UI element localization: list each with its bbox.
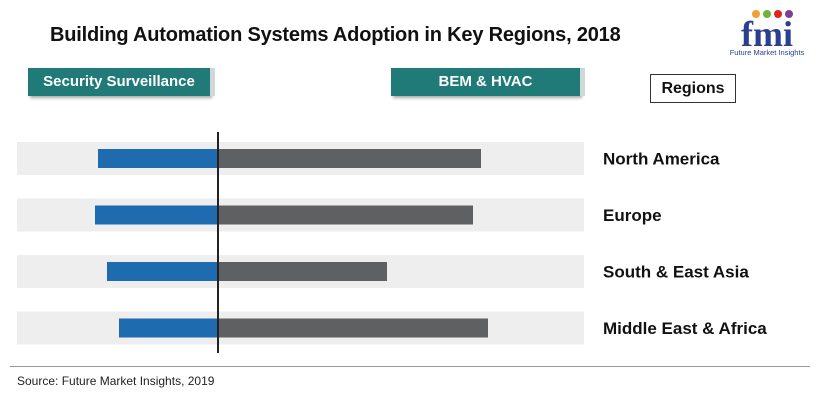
logo-text: fmi bbox=[741, 14, 793, 54]
fmi-logo: fmi bbox=[741, 10, 793, 54]
category-label: Middle East & Africa bbox=[603, 319, 767, 338]
category-label: North America bbox=[603, 150, 720, 169]
logo-dot-green bbox=[763, 10, 771, 18]
footer-divider bbox=[10, 366, 810, 367]
bar-security-surveillance bbox=[119, 318, 218, 338]
bar-bem-hvac bbox=[218, 149, 481, 168]
bar-bem-hvac bbox=[218, 318, 488, 338]
source-note: Source: Future Market Insights, 2019 bbox=[17, 374, 215, 388]
logo-dot-red bbox=[774, 10, 782, 18]
logo-dot-purple bbox=[785, 10, 793, 18]
logo-subtitle: Future Market Insights bbox=[729, 48, 805, 57]
diverging-bar-chart: North America Europe South & East Asia Midd… bbox=[17, 132, 767, 353]
bar-bem-hvac bbox=[218, 262, 387, 281]
logo-dot-orange bbox=[752, 10, 760, 18]
category-label: South & East Asia bbox=[603, 263, 749, 282]
chart-title: Building Automation Systems Adoption in … bbox=[50, 24, 621, 46]
legend-security-surveillance: Security Surveillance bbox=[28, 68, 215, 96]
bar-security-surveillance bbox=[98, 149, 218, 168]
category-label: Europe bbox=[603, 206, 662, 225]
regions-header: Regions bbox=[650, 74, 736, 103]
bar-security-surveillance bbox=[107, 262, 218, 281]
bar-security-surveillance bbox=[95, 205, 218, 225]
bar-bem-hvac bbox=[218, 205, 473, 225]
legend-bem-hvac: BEM & HVAC bbox=[391, 68, 585, 96]
